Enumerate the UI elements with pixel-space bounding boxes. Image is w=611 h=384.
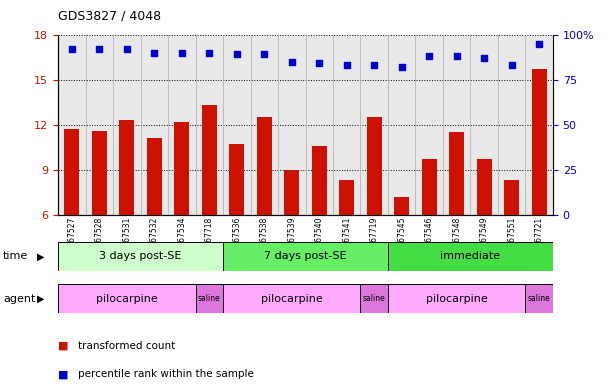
Bar bbox=[470, 35, 498, 215]
Bar bbox=[202, 105, 217, 215]
Bar bbox=[58, 35, 86, 215]
Bar bbox=[443, 35, 470, 215]
Bar bbox=[147, 138, 162, 215]
Bar bbox=[306, 35, 333, 215]
Text: ■: ■ bbox=[58, 341, 68, 351]
Bar bbox=[113, 35, 141, 215]
Text: GDS3827 / 4048: GDS3827 / 4048 bbox=[58, 10, 161, 23]
Bar bbox=[196, 284, 223, 313]
Bar bbox=[394, 197, 409, 215]
Text: saline: saline bbox=[363, 294, 386, 303]
Point bbox=[369, 62, 379, 68]
Text: 7 days post-SE: 7 days post-SE bbox=[264, 251, 347, 262]
Point bbox=[149, 50, 159, 56]
Bar bbox=[92, 131, 107, 215]
Point bbox=[534, 41, 544, 47]
Text: transformed count: transformed count bbox=[78, 341, 175, 351]
Bar bbox=[168, 35, 196, 215]
Text: pilocarpine: pilocarpine bbox=[96, 293, 158, 304]
Bar bbox=[333, 35, 360, 215]
Point bbox=[287, 59, 297, 65]
Bar bbox=[229, 144, 244, 215]
Bar bbox=[532, 69, 547, 215]
Text: immediate: immediate bbox=[441, 251, 500, 262]
Point bbox=[452, 53, 462, 59]
Point bbox=[122, 46, 132, 52]
Bar bbox=[360, 35, 388, 215]
Bar bbox=[360, 284, 388, 313]
Bar bbox=[223, 284, 360, 313]
Bar bbox=[367, 117, 382, 215]
Bar bbox=[449, 132, 464, 215]
Text: 3 days post-SE: 3 days post-SE bbox=[100, 251, 181, 262]
Bar bbox=[525, 284, 553, 313]
Bar bbox=[278, 35, 306, 215]
Point bbox=[342, 62, 352, 68]
Point bbox=[67, 46, 77, 52]
Bar bbox=[388, 284, 525, 313]
Bar bbox=[223, 35, 251, 215]
Point bbox=[177, 50, 187, 56]
Bar bbox=[312, 146, 327, 215]
Bar bbox=[388, 242, 553, 271]
Bar bbox=[64, 129, 79, 215]
Bar bbox=[223, 242, 388, 271]
Bar bbox=[141, 35, 168, 215]
Point bbox=[315, 60, 324, 66]
Text: ▶: ▶ bbox=[37, 293, 44, 304]
Bar bbox=[174, 122, 189, 215]
Bar bbox=[422, 159, 437, 215]
Text: pilocarpine: pilocarpine bbox=[426, 293, 488, 304]
Bar bbox=[257, 117, 272, 215]
Bar bbox=[415, 35, 443, 215]
Point bbox=[95, 46, 104, 52]
Bar bbox=[525, 35, 553, 215]
Bar bbox=[477, 159, 492, 215]
Text: percentile rank within the sample: percentile rank within the sample bbox=[78, 369, 254, 379]
Bar bbox=[388, 35, 415, 215]
Point bbox=[259, 51, 269, 58]
Point bbox=[397, 64, 407, 70]
Text: ■: ■ bbox=[58, 369, 68, 379]
Text: saline: saline bbox=[528, 294, 551, 303]
Point bbox=[480, 55, 489, 61]
Bar bbox=[86, 35, 113, 215]
Bar bbox=[339, 180, 354, 215]
Bar bbox=[251, 35, 278, 215]
Text: agent: agent bbox=[3, 293, 35, 304]
Text: pilocarpine: pilocarpine bbox=[261, 293, 323, 304]
Point bbox=[232, 51, 242, 58]
Bar bbox=[58, 242, 223, 271]
Bar bbox=[284, 170, 299, 215]
Text: saline: saline bbox=[198, 294, 221, 303]
Bar bbox=[498, 35, 525, 215]
Bar bbox=[504, 180, 519, 215]
Point bbox=[204, 50, 214, 56]
Bar bbox=[119, 120, 134, 215]
Point bbox=[424, 53, 434, 59]
Text: time: time bbox=[3, 251, 28, 262]
Bar bbox=[196, 35, 223, 215]
Text: ▶: ▶ bbox=[37, 251, 44, 262]
Bar bbox=[58, 284, 196, 313]
Point bbox=[507, 62, 517, 68]
